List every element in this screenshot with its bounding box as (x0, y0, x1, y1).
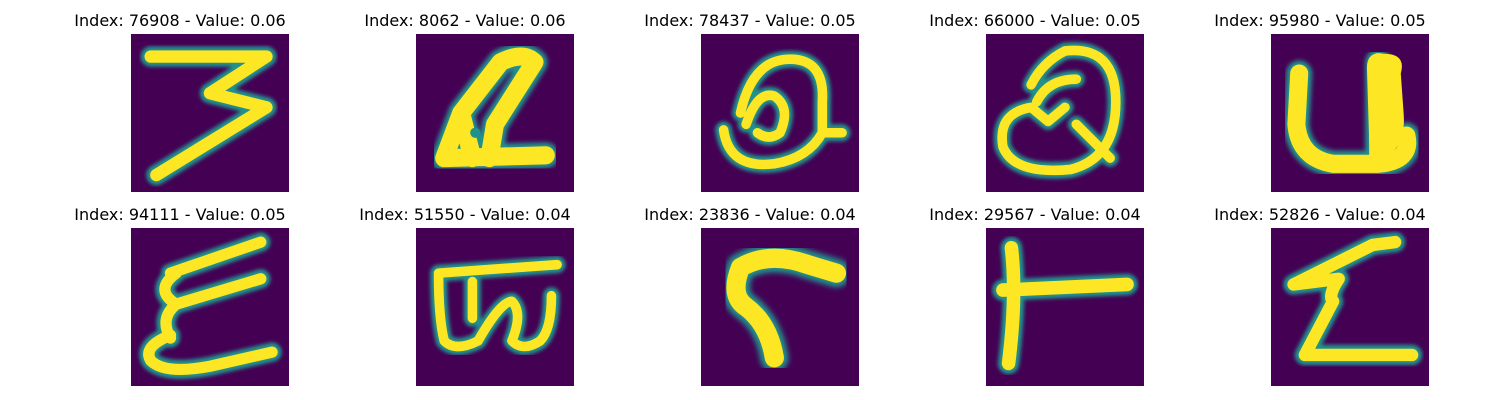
digit-image (416, 34, 574, 192)
panel-title: Index: 8062 - Value: 0.06 (364, 11, 566, 30)
digit-image (131, 228, 289, 386)
panel-title: Index: 76908 - Value: 0.06 (74, 11, 286, 30)
panel-title: Index: 95980 - Value: 0.05 (1214, 11, 1426, 30)
panel-2: Index: 8062 - Value: 0.06 (315, 0, 615, 200)
panel-title: Index: 51550 - Value: 0.04 (359, 205, 571, 224)
panel-5: Index: 95980 - Value: 0.05 (1170, 0, 1470, 200)
digit-image (131, 34, 289, 192)
panel-9: Index: 29567 - Value: 0.04 (885, 194, 1185, 394)
digit-image (986, 34, 1144, 192)
panel-title: Index: 23836 - Value: 0.04 (644, 205, 856, 224)
panel-title: Index: 94111 - Value: 0.05 (74, 205, 286, 224)
panel-title: Index: 66000 - Value: 0.05 (929, 11, 1141, 30)
panel-title: Index: 78437 - Value: 0.05 (644, 11, 856, 30)
panel-3: Index: 78437 - Value: 0.05 (600, 0, 900, 200)
panel-title: Index: 29567 - Value: 0.04 (929, 205, 1141, 224)
digit-image (1271, 228, 1429, 386)
digit-image (701, 34, 859, 192)
panel-1: Index: 76908 - Value: 0.06 (30, 0, 330, 200)
panel-4: Index: 66000 - Value: 0.05 (885, 0, 1185, 200)
digit-image (986, 228, 1144, 386)
digit-image (701, 228, 859, 386)
panel-10: Index: 52826 - Value: 0.04 (1170, 194, 1470, 394)
panel-7: Index: 51550 - Value: 0.04 (315, 194, 615, 394)
panel-title: Index: 52826 - Value: 0.04 (1214, 205, 1426, 224)
digit-image (416, 228, 574, 386)
panel-8: Index: 23836 - Value: 0.04 (600, 194, 900, 394)
panel-6: Index: 94111 - Value: 0.05 (30, 194, 330, 394)
digit-image (1271, 34, 1429, 192)
